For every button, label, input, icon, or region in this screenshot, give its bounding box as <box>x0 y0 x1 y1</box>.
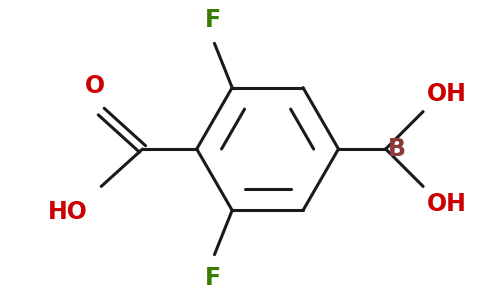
Text: OH: OH <box>427 192 467 216</box>
Text: OH: OH <box>427 82 467 106</box>
Text: O: O <box>85 74 106 98</box>
Text: B: B <box>388 137 406 161</box>
Text: F: F <box>204 266 221 290</box>
Text: HO: HO <box>47 200 88 224</box>
Text: F: F <box>204 8 221 31</box>
